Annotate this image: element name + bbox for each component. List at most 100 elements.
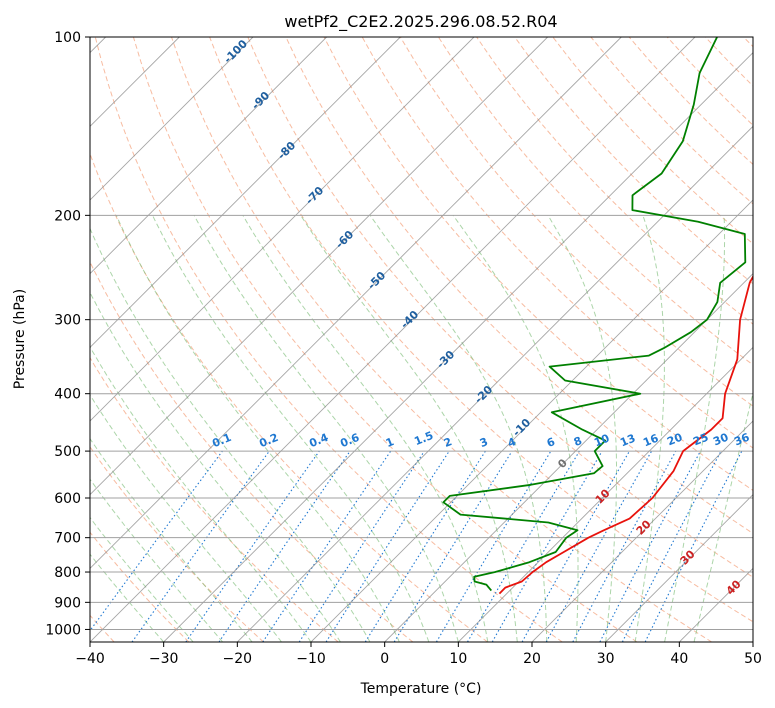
y-axis-ticks: 100 200 300 400 500 600 700 800 900 1000 xyxy=(45,30,90,638)
mixing-ratio-label: 16 xyxy=(641,432,660,450)
y-tick-label: 1000 xyxy=(45,622,81,638)
isotherm-line xyxy=(90,37,548,496)
mixing-ratio-line xyxy=(262,450,392,642)
isotherm-line xyxy=(310,199,753,642)
x-axis-title: Temperature (°C) xyxy=(360,681,482,697)
plot-frame xyxy=(89,36,754,643)
dry-adiabat-line xyxy=(361,37,753,449)
x-tick-label: −30 xyxy=(149,651,179,667)
mixing-ratio-label: 8 xyxy=(572,434,584,449)
mixing-ratio-label: 30 xyxy=(711,431,730,449)
moist-adiabat-line xyxy=(634,215,665,642)
temperature-profile-line xyxy=(498,274,753,595)
x-tick-label: 30 xyxy=(597,651,615,667)
mixing-ratio-label: 1 xyxy=(384,435,396,450)
mixing-ratio-line xyxy=(218,450,351,642)
moist-adiabat-line xyxy=(90,345,312,642)
isotherm-line xyxy=(90,37,254,201)
mixing-ratio-line xyxy=(393,450,513,642)
isotherm-line xyxy=(90,37,696,642)
y-tick-label: 400 xyxy=(54,387,81,403)
mixing-ratio-label: 3 xyxy=(478,435,490,450)
y-axis-title: Pressure (hPa) xyxy=(12,289,28,389)
isotherm-line xyxy=(458,346,753,642)
mixing-ratio-line xyxy=(131,450,270,642)
mixing-ratio-line xyxy=(644,450,743,642)
chart-title: wetPf2_C2E2.2025.296.08.52.R04 xyxy=(284,12,557,32)
moist-adiabat-line xyxy=(547,215,617,642)
isotherm-line xyxy=(90,37,401,348)
dry-adiabat-line xyxy=(90,446,264,642)
isotherm-line xyxy=(237,125,753,642)
isotherm-line xyxy=(90,37,327,275)
dry-adiabat-line xyxy=(285,37,753,535)
moist-adiabat-line xyxy=(115,215,400,642)
dry-adiabat-line xyxy=(247,37,753,578)
y-tick-label: 300 xyxy=(54,313,81,329)
y-tick-label: 700 xyxy=(54,531,81,547)
y-tick-label: 100 xyxy=(54,30,81,46)
moist-adiabat-line xyxy=(300,215,518,642)
dry-adiabat-line xyxy=(90,356,339,642)
isotherm-line xyxy=(90,37,622,569)
x-tick-label: 50 xyxy=(744,651,762,667)
moist-adiabat-line xyxy=(90,291,341,642)
isotherms xyxy=(90,37,753,642)
mixing-ratio-label: 13 xyxy=(618,432,637,450)
moist-adiabat-line xyxy=(693,390,753,642)
x-tick-label: 40 xyxy=(670,651,688,667)
mixing-ratio-line xyxy=(298,450,425,642)
dry-adiabat-line xyxy=(171,37,712,642)
mixing-ratio-lines xyxy=(90,450,743,642)
dry-adiabat-line xyxy=(90,531,190,642)
isotherm-line xyxy=(384,273,753,642)
mixing-ratio-label: 25 xyxy=(691,431,710,449)
moist-adiabat-line xyxy=(90,553,165,642)
dry-adiabat-line xyxy=(323,37,753,491)
x-tick-label: 10 xyxy=(449,651,467,667)
moist-adiabat-line xyxy=(664,215,726,642)
y-tick-label: 200 xyxy=(54,208,81,224)
mixing-ratio-label: 36 xyxy=(732,431,751,449)
mixing-ratio-label: 2 xyxy=(442,435,454,450)
mixing-ratio-label: 20 xyxy=(665,431,684,449)
moist-adiabat-line xyxy=(152,215,430,642)
isotherm-line xyxy=(531,420,753,642)
moist-adiabat-line xyxy=(90,478,223,642)
x-tick-label: −20 xyxy=(223,651,253,667)
mixing-ratio-line xyxy=(572,450,677,642)
x-tick-label: 20 xyxy=(523,651,541,667)
mixing-ratio-line xyxy=(185,450,320,642)
moist-adiabat-line xyxy=(90,516,194,642)
y-tick-label: 600 xyxy=(54,491,81,507)
x-axis-ticks: −40 −30 −20 −10 0 10 20 30 40 50 xyxy=(75,642,762,667)
dry-adiabat-line xyxy=(132,37,638,642)
x-tick-label: −40 xyxy=(75,651,105,667)
dry-adiabats xyxy=(90,37,753,642)
mixing-ratio-line xyxy=(90,450,223,632)
y-tick-label: 900 xyxy=(54,595,81,611)
dry-adiabat-line xyxy=(209,37,753,623)
isotherm-line xyxy=(605,494,753,642)
isotherm-line xyxy=(90,37,475,422)
dry-adiabat-line xyxy=(90,152,488,642)
y-tick-label: 800 xyxy=(54,565,81,581)
dry-adiabat-line xyxy=(94,37,563,642)
dry-adiabat-line xyxy=(399,37,753,407)
mixing-ratio-line xyxy=(545,450,653,642)
mixing-ratio-label: 10 xyxy=(592,432,611,450)
x-tick-label: 0 xyxy=(380,651,389,667)
profile-series xyxy=(442,37,753,595)
isotherm-line xyxy=(163,52,753,642)
dewpoint-profile-line xyxy=(442,37,747,592)
dry-adiabat-line xyxy=(437,37,753,366)
pressure-gridlines xyxy=(90,37,753,630)
moist-adiabat-line xyxy=(193,215,459,642)
mixing-ratio-line xyxy=(521,450,630,642)
plot-area: -100-90-80-70-60-50-40-30-20-10010203040… xyxy=(90,37,753,642)
x-tick-label: −10 xyxy=(296,651,326,667)
moist-adiabat-line xyxy=(90,437,253,642)
y-tick-label: 500 xyxy=(54,444,81,460)
